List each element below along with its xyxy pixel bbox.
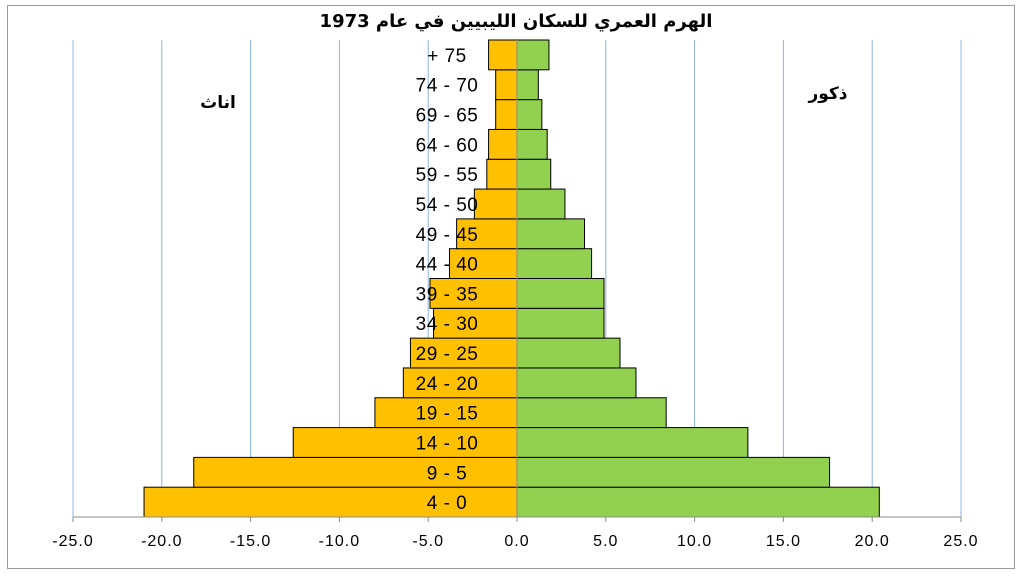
chart-title: الهرم العمري للسكان الليبيين في عام 1973: [320, 11, 713, 32]
female-bar: [374, 397, 518, 429]
age-group-label: 74 - 70: [416, 76, 479, 97]
female-bar: [473, 188, 518, 220]
male-bar: [516, 248, 593, 279]
x-axis: -25.0 -20.0 -15.0 -10.0 -5.0 0.0 5.0 10.0 15.0 20…: [52, 40, 978, 550]
female-bar: [456, 218, 518, 250]
females-label: اناث: [200, 93, 236, 113]
males-label: ذكور: [807, 84, 847, 104]
age-group-label: 49 - 45: [416, 225, 479, 246]
female-bar: [495, 69, 518, 101]
age-group-label: 34 - 30: [416, 314, 479, 335]
female-bar: [409, 337, 518, 369]
x-tick-label: -10.0: [319, 533, 360, 550]
age-group-label: 39 - 35: [416, 284, 479, 305]
male-bar: [516, 486, 880, 518]
male-bar: [516, 188, 566, 220]
male-bar: [516, 69, 539, 101]
age-group-label: 64 - 60: [416, 135, 479, 156]
female-bar: [402, 367, 518, 399]
male-bar: [516, 158, 552, 190]
age-group-label: 4 - 0: [427, 493, 468, 514]
male-bar: [516, 39, 550, 71]
female-bar: [193, 456, 518, 488]
female-bar: [292, 427, 518, 458]
x-tick-label: 25.0: [943, 533, 978, 550]
female-bar: [488, 39, 518, 71]
age-group-label: 29 - 25: [416, 344, 479, 365]
male-bar: [516, 337, 621, 369]
male-bar: [516, 427, 749, 458]
age-group-label: + 75: [427, 46, 467, 67]
bars: [143, 39, 880, 518]
male-bar: [516, 307, 605, 339]
chart-frame: [7, 5, 1015, 569]
x-tick-label: -20.0: [141, 533, 182, 550]
male-bar: [516, 456, 831, 488]
age-group-label: 59 - 55: [416, 165, 479, 186]
category-labels: 4 - 0 9 - 5 14 - 10 19 - 15 24 - 20 29 - 25 34…: [416, 46, 479, 514]
female-bar: [433, 307, 518, 339]
male-bar: [516, 128, 548, 160]
x-tick-label: 20.0: [855, 533, 890, 550]
x-tick-label: -15.0: [230, 533, 271, 550]
male-bar: [516, 218, 585, 250]
age-group-label: 54 - 50: [416, 195, 479, 216]
age-group-label: 9 - 5: [427, 463, 468, 484]
age-group-label: 69 - 65: [416, 106, 479, 127]
female-bar: [486, 158, 518, 190]
x-tick-label: 0.0: [504, 533, 529, 550]
female-bar: [495, 99, 518, 130]
age-group-label: 14 - 10: [416, 433, 479, 454]
age-group-label: 24 - 20: [416, 374, 479, 395]
x-tick-label: -5.0: [412, 533, 444, 550]
male-bar: [516, 397, 667, 429]
male-bar: [516, 367, 637, 399]
x-tick-label: 10.0: [677, 533, 712, 550]
male-bar: [516, 99, 543, 130]
age-group-label: 44 - 40: [416, 255, 479, 276]
male-bar: [516, 278, 605, 309]
age-group-label: 19 - 15: [416, 404, 479, 425]
female-bar: [143, 486, 518, 518]
x-tick-label: 5.0: [593, 533, 618, 550]
x-tick-label: 15.0: [766, 533, 801, 550]
female-bar: [488, 128, 518, 160]
x-tick-label: -25.0: [52, 533, 93, 550]
